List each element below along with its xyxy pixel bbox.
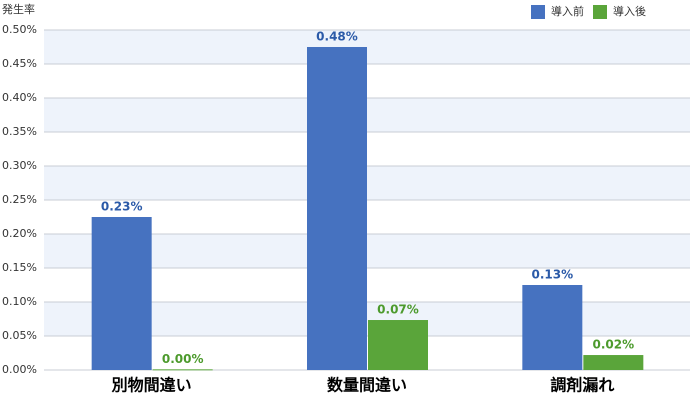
y-tick-label: 0.35%: [2, 125, 37, 138]
x-tick-label: 別物間違い: [112, 376, 192, 395]
y-tick-label: 0.20%: [2, 227, 37, 240]
y-tick-label: 0.45%: [2, 57, 37, 70]
value-label: 0.02%: [593, 338, 635, 352]
y-tick-label: 0.50%: [2, 23, 37, 36]
y-tick-label: 0.15%: [2, 261, 37, 274]
y-tick-label: 0.00%: [2, 363, 37, 376]
y-tick-label: 0.05%: [2, 329, 37, 342]
value-label: 0.00%: [162, 352, 204, 366]
legend-swatch: [531, 5, 545, 19]
y-axis-label: 発生率: [2, 2, 35, 16]
bar: [152, 369, 213, 371]
x-tick-label: 調剤漏れ: [550, 376, 614, 395]
y-tick-label: 0.40%: [2, 91, 37, 104]
bar: [307, 47, 367, 370]
bar: [522, 285, 583, 370]
value-label: 0.13%: [532, 268, 574, 282]
legend-label: 導入後: [613, 4, 646, 18]
value-label: 0.23%: [101, 200, 143, 214]
bar: [91, 217, 152, 370]
legend-swatch: [593, 5, 607, 19]
value-label: 0.48%: [316, 30, 358, 44]
y-tick-label: 0.10%: [2, 295, 37, 308]
y-tick-label: 0.25%: [2, 193, 37, 206]
value-label: 0.07%: [377, 303, 419, 317]
legend-label: 導入前: [551, 4, 584, 18]
bar: [583, 355, 644, 370]
x-tick-label: 数量間違い: [327, 376, 407, 395]
bar: [368, 320, 428, 370]
y-tick-label: 0.30%: [2, 159, 37, 172]
